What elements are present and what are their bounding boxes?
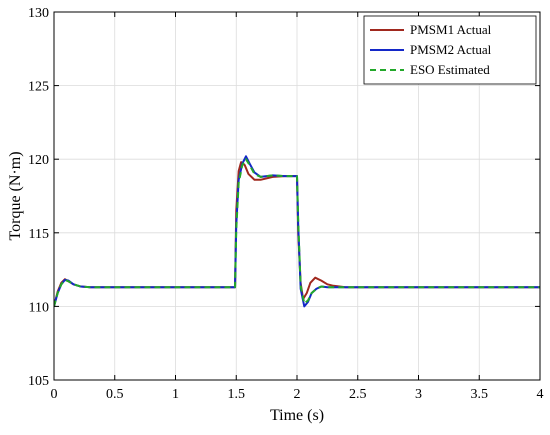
series-line-eso-estimated [54, 158, 540, 307]
y-axis-label: Torque (N·m) [7, 151, 24, 240]
y-tick-label: 110 [29, 300, 49, 315]
y-tick-label: 115 [29, 227, 49, 242]
x-tick-label: 2.5 [349, 387, 367, 402]
x-tick-label: 0.5 [106, 387, 124, 402]
x-tick-label: 1.5 [228, 387, 246, 402]
legend-entry: PMSM1 Actual [410, 22, 492, 37]
y-tick-label: 105 [28, 374, 49, 389]
x-tick-label: 4 [537, 387, 544, 402]
legend: PMSM1 Actual PMSM2 Actual ESO Estimated [363, 15, 537, 85]
y-tick-label: 125 [28, 80, 49, 95]
legend-entry: PMSM2 Actual [410, 42, 492, 57]
series-layer [54, 155, 540, 308]
legend-entry: ESO Estimated [410, 62, 490, 77]
ticks [53, 11, 541, 381]
y-tick-label: 130 [28, 6, 49, 21]
x-tick-label: 3.5 [471, 387, 489, 402]
x-tick-label: 1 [172, 387, 179, 402]
y-tick-label: 120 [28, 153, 49, 168]
tick-labels: 0 0.5 1 1.5 2 2.5 3 3.5 4 105 110 115 120 125 130 [28, 6, 544, 402]
x-axis-label: Time (s) [270, 407, 324, 424]
x-tick-label: 2 [294, 387, 301, 402]
x-tick-label: 0 [51, 387, 58, 402]
x-tick-label: 3 [415, 387, 422, 402]
